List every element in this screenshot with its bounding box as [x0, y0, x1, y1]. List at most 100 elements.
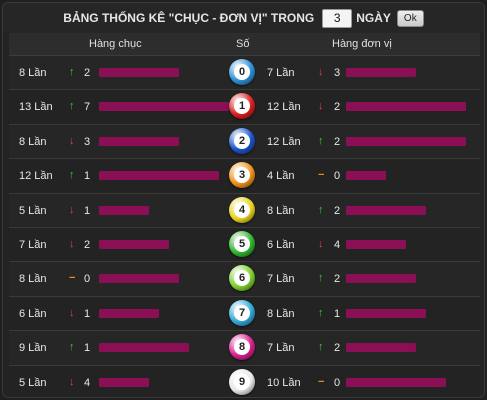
units-count: 8 Lần	[267, 307, 295, 320]
table-row: 8 Lần −0 6 7 Lần ↑ 2	[9, 262, 480, 297]
units-delta: 3	[334, 67, 341, 79]
tens-delta: 0	[84, 273, 91, 286]
units-delta: 2	[334, 101, 341, 114]
tens-delta: 1	[84, 204, 91, 217]
units-delta: 1	[334, 307, 341, 320]
tens-delta: 3	[84, 135, 91, 148]
units-delta: 2	[334, 273, 341, 286]
arrow-up-icon: ↑	[69, 169, 75, 182]
tens-count: 5 Lần	[19, 204, 47, 217]
arrow-down-icon: ↓	[69, 306, 75, 319]
header-units: Hàng đơn vị	[332, 38, 392, 50]
units-count: 6 Lần	[267, 238, 295, 251]
arrow-down-icon: ↓	[69, 203, 75, 216]
units-delta: 2	[334, 135, 341, 148]
dash-icon: −	[318, 375, 325, 388]
arrow-up-icon: ↑	[69, 100, 75, 113]
tens-bar	[99, 171, 219, 181]
tens-count: 12 Lần	[19, 170, 53, 183]
header-number: Số	[236, 38, 250, 50]
ball-number: 1	[234, 98, 250, 115]
ball-number: 3	[234, 167, 250, 184]
tens-delta: 2	[84, 238, 91, 251]
table-row: 8 Lần ↓ 3 2 12 Lần ↑ 2	[9, 124, 480, 160]
arrow-up-icon: ↑	[318, 341, 324, 354]
units-bar	[346, 308, 426, 318]
units-delta: 2	[334, 342, 341, 355]
units-count: 8 Lần	[267, 204, 295, 217]
arrow-down-icon: ↓	[318, 237, 324, 250]
tens-count: 6 Lần	[19, 307, 47, 320]
tens-count: 9 Lần	[19, 342, 47, 355]
ok-button[interactable]: Ok	[396, 9, 424, 27]
units-count: 7 Lần	[267, 342, 295, 355]
units-count: 4 Lần	[267, 170, 295, 183]
panel-title: BẢNG THỐNG KÊ "CHỤC - ĐƠN VỊ" TRONG	[63, 11, 315, 25]
arrow-down-icon: ↓	[69, 134, 75, 147]
ball-number: 4	[234, 201, 250, 218]
arrow-up-icon: ↑	[318, 272, 324, 285]
tens-bar	[99, 308, 159, 318]
tens-bar	[99, 377, 149, 387]
tens-count: 7 Lần	[19, 238, 47, 251]
title-bar: BẢNG THỐNG KÊ "CHỤC - ĐƠN VỊ" TRONG NGÀY…	[3, 3, 484, 33]
units-delta: 0	[334, 376, 341, 389]
ball-number: 7	[234, 304, 250, 321]
tens-delta: 1	[84, 342, 91, 355]
dash-icon: −	[69, 272, 76, 285]
arrow-down-icon: ↓	[318, 66, 324, 78]
tens-bar	[99, 274, 179, 284]
units-count: 10 Lần	[267, 376, 301, 389]
tens-bar	[99, 136, 179, 146]
tens-bar	[99, 343, 189, 353]
arrow-down-icon: ↓	[318, 100, 324, 113]
table-row: 9 Lần ↑ 1 8 7 Lần ↑ 2	[9, 331, 480, 366]
units-bar	[346, 343, 416, 353]
units-delta: 2	[334, 204, 341, 217]
arrow-up-icon: ↑	[318, 203, 324, 216]
table-row: 5 Lần ↓ 4 9 10 Lần −0	[9, 365, 480, 397]
number-ball: 5	[229, 230, 255, 257]
tens-delta: 1	[84, 307, 91, 320]
number-ball: 9	[229, 368, 255, 395]
arrow-up-icon: ↑	[69, 66, 75, 78]
table-row: 5 Lần ↓ 1 4 8 Lần ↑ 2	[9, 193, 480, 228]
number-ball: 2	[229, 127, 255, 154]
ball-number: 8	[234, 339, 250, 356]
tens-count: 5 Lần	[19, 376, 47, 389]
dash-icon: −	[318, 169, 325, 182]
units-bar	[346, 68, 416, 77]
tens-bar	[99, 239, 169, 249]
ball-number: 0	[234, 64, 250, 80]
stats-table: 8 Lần ↑ 2 0 7 Lần ↓ 3 13 Lần ↑ 7 1 12 Lần ↓ 2 8 Lần ↓ 3 2…	[9, 56, 480, 397]
units-count: 7 Lần	[267, 67, 295, 79]
arrow-up-icon: ↑	[318, 306, 324, 319]
table-row: 12 Lần ↑ 1 3 4 Lần −0	[9, 159, 480, 194]
units-bar	[346, 102, 466, 112]
days-input[interactable]	[322, 8, 353, 28]
tens-count: 13 Lần	[19, 101, 53, 114]
tens-bar	[99, 205, 149, 215]
units-bar	[346, 274, 416, 284]
arrow-up-icon: ↑	[69, 341, 75, 354]
number-ball: 4	[229, 196, 255, 223]
header-tens: Hàng chục	[89, 38, 142, 50]
units-bar	[346, 205, 426, 215]
tens-delta: 7	[84, 101, 91, 114]
arrow-up-icon: ↑	[318, 134, 324, 147]
units-count: 12 Lần	[267, 101, 301, 114]
arrow-down-icon: ↓	[69, 375, 75, 388]
days-label: NGÀY	[356, 11, 391, 25]
ball-number: 9	[234, 373, 250, 390]
units-bar	[346, 171, 386, 181]
number-ball: 0	[229, 59, 255, 85]
units-bar	[346, 239, 406, 249]
number-ball: 6	[229, 265, 255, 292]
units-count: 12 Lần	[267, 135, 301, 148]
table-header: Hàng chục Số Hàng đơn vị	[9, 33, 480, 56]
tens-count: 8 Lần	[19, 135, 47, 148]
number-ball: 8	[229, 334, 255, 361]
number-ball: 3	[229, 162, 255, 189]
units-bar	[346, 136, 466, 146]
